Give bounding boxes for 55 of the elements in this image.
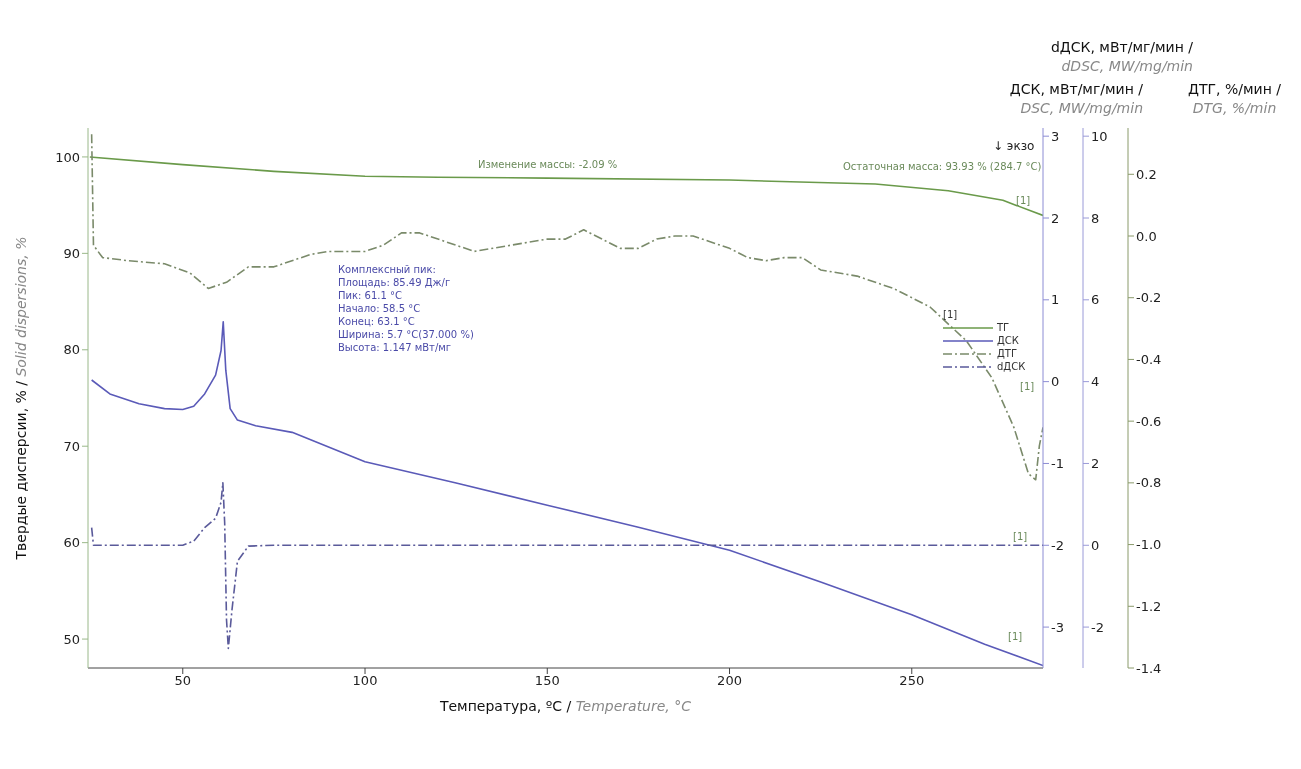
y-tick-label: -2 <box>1091 619 1104 635</box>
legend-title: [1] <box>943 308 959 321</box>
line-series <box>89 156 1043 217</box>
x-tick-label: 100 <box>352 673 378 689</box>
y2-tick-label: -3 <box>1051 619 1064 635</box>
y-tick-label: 50 <box>63 631 80 647</box>
y3-tick-label: -1.0 <box>1136 537 1162 553</box>
y3-tick-label: -0.6 <box>1136 413 1162 429</box>
y-tick-label: 0 <box>1091 537 1100 553</box>
y3-tick-label: -0.2 <box>1136 290 1162 306</box>
y-tick-label: 4 <box>1091 374 1100 390</box>
y2-tick-label: 2 <box>1051 210 1060 226</box>
y3-axis-title: ДТГ, %/мин / DTG, %/min <box>1188 80 1281 118</box>
annotation: ↓ экзо <box>993 139 1035 153</box>
y2-tick-label: 1 <box>1051 292 1060 308</box>
legend-label: ДСК <box>997 335 1019 346</box>
x-tick-label: 50 <box>174 673 192 689</box>
y3-tick-label: 0.0 <box>1136 228 1157 244</box>
annotation: [1] <box>1013 530 1028 543</box>
y3-tick-label: -0.8 <box>1136 475 1162 491</box>
y-axis-title: dДСК, мВт/мг/мин / dDSC, MW/mg/min <box>1050 38 1193 76</box>
y-tick-label: 10 <box>1091 128 1108 144</box>
line-series <box>90 133 1043 481</box>
y-tick-label: 2 <box>1091 456 1100 472</box>
line-series <box>90 481 1043 650</box>
legend-label: ТГ <box>997 322 1010 333</box>
y2-axis-title: ДСК, мВт/мг/мин / DSC, MW/mg/min <box>1009 80 1143 118</box>
y-axis-title: Твердые дисперсии, % / Solid dispersions, % <box>13 236 29 561</box>
y2-tick-label: 0 <box>1051 374 1060 390</box>
annotation: [1] <box>1016 194 1031 207</box>
annotation: Комплексный пик: Площадь: 85.49 Дж/г Пик: 61.1 °C Начало: 58.5 °C Конец: 63.1 °C Ширина: 5.7 °C(37.000 %) Высота: 1.147 мВт/мг <box>338 263 474 354</box>
x-tick-label: 200 <box>717 673 742 689</box>
y-tick-label: 100 <box>55 149 80 165</box>
legend-label: ДТГ <box>997 348 1018 359</box>
y3-tick-label: -0.4 <box>1136 352 1162 368</box>
annotation: [1] <box>1008 630 1023 643</box>
y2-tick-label: -1 <box>1051 456 1064 472</box>
y-tick-label: 8 <box>1091 210 1100 226</box>
x-tick-label: 250 <box>899 673 925 689</box>
annotation: [1] <box>1020 380 1035 393</box>
y-tick-label: 70 <box>63 438 80 454</box>
y-tick-label: 80 <box>63 342 80 358</box>
annotation: Остаточная масса: 93.93 % (284.7 °C) <box>843 160 1042 173</box>
x-axis-title: Температура, ºC / Temperature, °C <box>438 698 692 714</box>
y3-tick-label: -1.4 <box>1136 660 1162 676</box>
y-tick-label: 90 <box>63 245 80 261</box>
y2-tick-label: -2 <box>1051 537 1064 553</box>
annotation: Изменение массы: -2.09 % <box>478 158 618 171</box>
x-tick-label: 150 <box>534 673 560 689</box>
legend-label: dДСК <box>997 361 1026 372</box>
y2-tick-label: 3 <box>1051 128 1060 144</box>
y-tick-label: 60 <box>63 535 80 551</box>
y3-tick-label: 0.2 <box>1136 166 1157 182</box>
y-tick-label: 6 <box>1091 292 1100 308</box>
y3-tick-label: -1.2 <box>1136 598 1162 614</box>
